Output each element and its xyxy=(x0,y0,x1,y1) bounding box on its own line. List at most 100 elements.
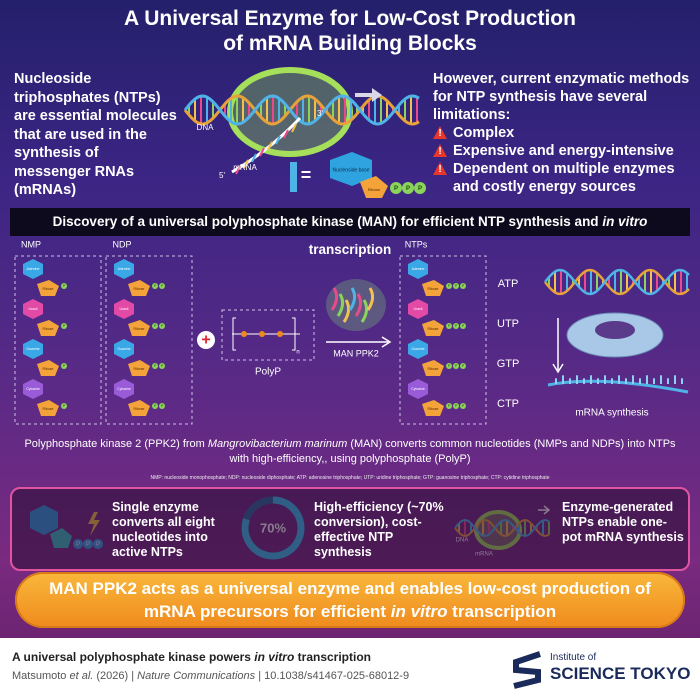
limitation: ! Complex xyxy=(433,124,695,142)
mrna-base xyxy=(283,129,289,139)
label: P xyxy=(448,284,451,288)
label: = xyxy=(301,165,312,185)
mrna-base xyxy=(235,165,241,175)
sugar-shape xyxy=(422,400,444,416)
label: DNA xyxy=(197,123,215,132)
italic-text: in vitro xyxy=(254,650,295,664)
logo-name: SCIENCE TOKYO xyxy=(550,664,691,683)
label: P xyxy=(455,324,458,328)
label: Ribose xyxy=(134,287,145,291)
footer xyxy=(0,638,700,700)
limitation-text: Expensive and energy-intensive xyxy=(453,143,674,159)
text: Polyphosphate kinase 2 (PPK2) from xyxy=(24,438,208,450)
plus-circle xyxy=(197,331,215,349)
label: P xyxy=(63,404,66,408)
label: UTP xyxy=(497,318,519,330)
sugar-shape xyxy=(128,280,150,296)
label: P xyxy=(154,364,157,368)
label: n xyxy=(296,350,299,356)
label: P xyxy=(154,284,157,288)
highlights-box xyxy=(10,487,690,571)
strand xyxy=(183,94,420,126)
text: Matsumoto xyxy=(12,670,67,682)
sugar-shape xyxy=(37,320,59,336)
phosphorus xyxy=(259,331,265,337)
protein-coil xyxy=(354,293,363,317)
phosphate xyxy=(61,363,67,369)
phosphate xyxy=(159,323,165,329)
alert-icon: ! xyxy=(433,162,447,175)
label: P xyxy=(161,284,164,288)
label: P xyxy=(63,324,66,328)
phosphate xyxy=(446,403,452,409)
label: Ribose xyxy=(428,287,439,291)
base-shape xyxy=(330,152,372,186)
mrna-base xyxy=(251,153,257,163)
protein-coil xyxy=(342,299,351,323)
label: MAN PPK2 xyxy=(333,348,379,358)
label: Ribose xyxy=(43,407,54,411)
phosphate xyxy=(159,363,165,369)
abbreviations: NMP: nucleoside monophosphate; NDP: nucl… xyxy=(150,475,550,481)
phosphate xyxy=(159,283,165,289)
base-shape xyxy=(23,299,43,319)
italic-text: Mangrovibacterium marinum xyxy=(207,438,348,450)
sugar-shape xyxy=(37,400,59,416)
label: P xyxy=(448,404,451,408)
label: Uracil xyxy=(29,307,38,311)
label: Ribose xyxy=(43,327,54,331)
base-shape xyxy=(408,299,428,319)
label: P xyxy=(448,364,451,368)
phosphorus xyxy=(241,331,247,337)
text: A universal polyphosphate kinase powers xyxy=(12,650,255,664)
label: Guanine xyxy=(411,347,424,351)
base-shape xyxy=(114,379,134,399)
protein-coil xyxy=(366,287,375,311)
label: mRNA synthesis xyxy=(575,408,648,419)
mrna-product xyxy=(547,379,689,394)
label: Adenine xyxy=(118,267,131,271)
dashed-box xyxy=(14,255,102,425)
base-shape xyxy=(114,339,134,359)
label: NMP xyxy=(21,239,41,249)
label: Adenine xyxy=(412,267,425,271)
label: P xyxy=(406,186,410,192)
label: Ribose xyxy=(428,407,439,411)
mrna-base xyxy=(275,135,281,145)
label: P xyxy=(161,364,164,368)
limitation: ! Dependent on multiple enzymes and costl… xyxy=(433,160,695,196)
phosphate xyxy=(453,323,459,329)
mrna-base xyxy=(259,147,265,157)
label: Ribose xyxy=(368,187,381,192)
label: Adenine xyxy=(27,267,40,271)
text: MAN PPK2 acts as a universal enzyme and … xyxy=(49,579,651,621)
label: P xyxy=(63,364,66,368)
label: P xyxy=(418,186,422,192)
label: mRNA xyxy=(233,163,257,172)
italic-text: in vitro xyxy=(602,214,648,229)
label: P xyxy=(462,364,465,368)
citation: Matsumoto et al. (2026) | Nature Communi… xyxy=(12,670,409,682)
label: P xyxy=(462,404,465,408)
label: NTPs xyxy=(405,239,428,249)
label: + xyxy=(201,332,210,349)
alert-icon: ! xyxy=(433,126,447,139)
nucleotide-bar xyxy=(290,162,297,192)
label: Cytosine xyxy=(411,387,425,391)
title-line: A Universal Enzyme for Low-Cost Producti… xyxy=(124,7,576,30)
limitations: However, current enzymatic methods for N… xyxy=(433,70,695,196)
italic-text: in vitro xyxy=(390,602,448,621)
polymerase-hole xyxy=(595,321,635,339)
base-shape xyxy=(23,379,43,399)
alert-icon: ! xyxy=(433,144,447,157)
title-line: of mRNA Building Blocks xyxy=(223,32,477,55)
intro-text: Nucleoside triphosphates (NTPs) are esse… xyxy=(14,71,177,198)
text: Discovery of a universal polyphosphate k… xyxy=(52,214,603,229)
protein-coil xyxy=(336,293,345,317)
label: Uracil xyxy=(120,307,129,311)
bracket xyxy=(232,317,296,351)
phosphate xyxy=(152,283,158,289)
phosphate xyxy=(453,363,459,369)
text: (2026) | xyxy=(93,670,138,682)
phosphate xyxy=(390,182,402,194)
